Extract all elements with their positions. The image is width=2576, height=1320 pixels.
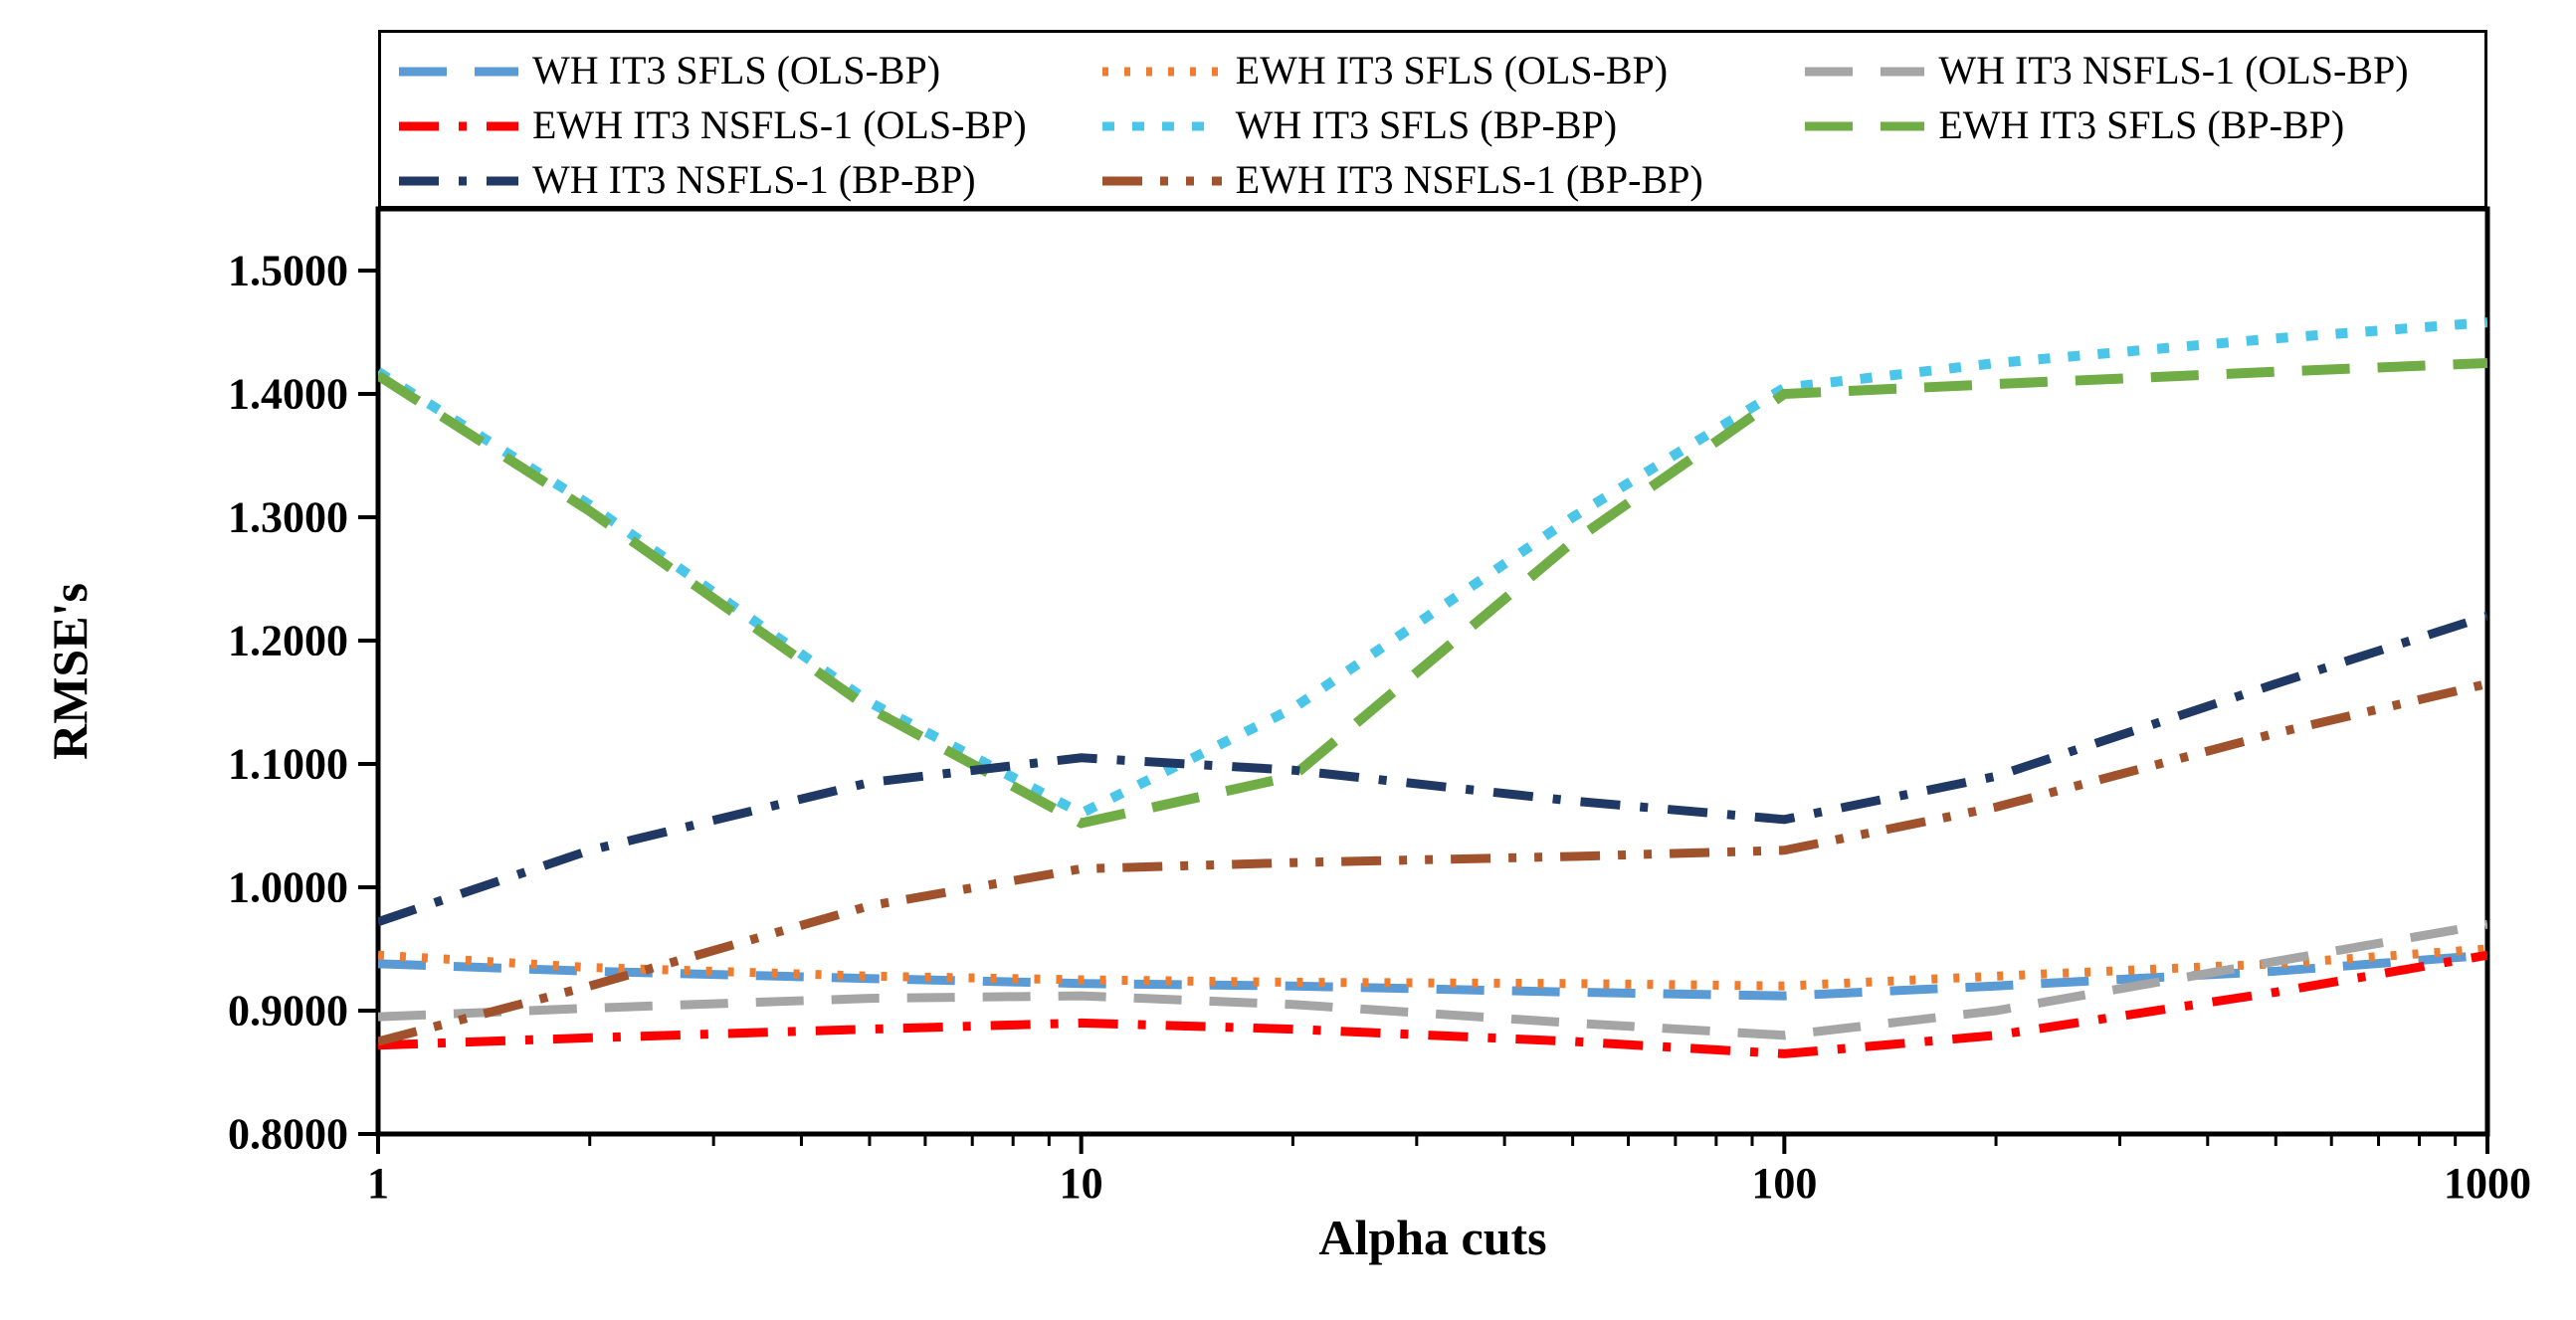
y-tick-label: 0.8000 [228, 1109, 348, 1160]
legend: WH IT3 SFLS (OLS-BP) EWH IT3 SFLS (OLS-BP… [378, 30, 2487, 209]
x-tick-label: 10 [1060, 1158, 1103, 1209]
legend-label-ewh_it3_sfls_bp_bp: EWH IT3 SFLS (BP-BP) [1938, 101, 2344, 148]
x-axis-title: Alpha cuts [1318, 1209, 1546, 1266]
legend-sample-ewh_it3_sfls_bp_bp [1805, 111, 1924, 141]
x-tick-label: 1 [367, 1158, 389, 1209]
x-tick-label: 100 [1751, 1158, 1817, 1209]
legend-sample-wh_it3_sfls_bp_bp [1102, 111, 1222, 141]
legend-label-wh_it3_nsfls1_bp_bp: WH IT3 NSFLS-1 (BP-BP) [532, 156, 976, 203]
legend-sample-wh_it3_sfls_ols_bp [399, 57, 518, 87]
y-tick-label: 1.3000 [228, 492, 348, 543]
legend-label-ewh_it3_nsfls1_ols_bp: EWH IT3 NSFLS-1 (OLS-BP) [532, 101, 1027, 148]
legend-sample-ewh_it3_nsfls1_ols_bp [399, 111, 518, 141]
legend-label-wh_it3_sfls_bp_bp: WH IT3 SFLS (BP-BP) [1236, 101, 1617, 148]
y-tick-label: 1.1000 [228, 739, 348, 790]
y-axis-title: RMSE's [41, 583, 99, 760]
y-tick-label: 1.0000 [228, 862, 348, 913]
y-tick-label: 1.2000 [228, 616, 348, 666]
x-tick-label: 1000 [2444, 1158, 2531, 1209]
legend-sample-ewh_it3_nsfls1_bp_bp [1102, 166, 1222, 196]
y-tick-label: 1.4000 [228, 369, 348, 420]
legend-sample-wh_it3_nsfls1_bp_bp [399, 166, 518, 196]
legend-label-wh_it3_nsfls1_ols_bp: WH IT3 NSFLS-1 (OLS-BP) [1938, 47, 2408, 94]
legend-label-ewh_it3_nsfls1_bp_bp: EWH IT3 NSFLS-1 (BP-BP) [1236, 156, 1703, 203]
y-tick-label: 1.5000 [228, 246, 348, 296]
y-tick-label: 0.9000 [228, 986, 348, 1037]
legend-label-wh_it3_sfls_ols_bp: WH IT3 SFLS (OLS-BP) [532, 47, 940, 94]
legend-label-ewh_it3_sfls_ols_bp: EWH IT3 SFLS (OLS-BP) [1236, 47, 1668, 94]
legend-sample-ewh_it3_sfls_ols_bp [1102, 57, 1222, 87]
chart-container: RMSE's Alpha cuts WH IT3 SFLS (OLS-BP) EW… [0, 0, 2576, 1320]
legend-sample-wh_it3_nsfls1_ols_bp [1805, 57, 1924, 87]
